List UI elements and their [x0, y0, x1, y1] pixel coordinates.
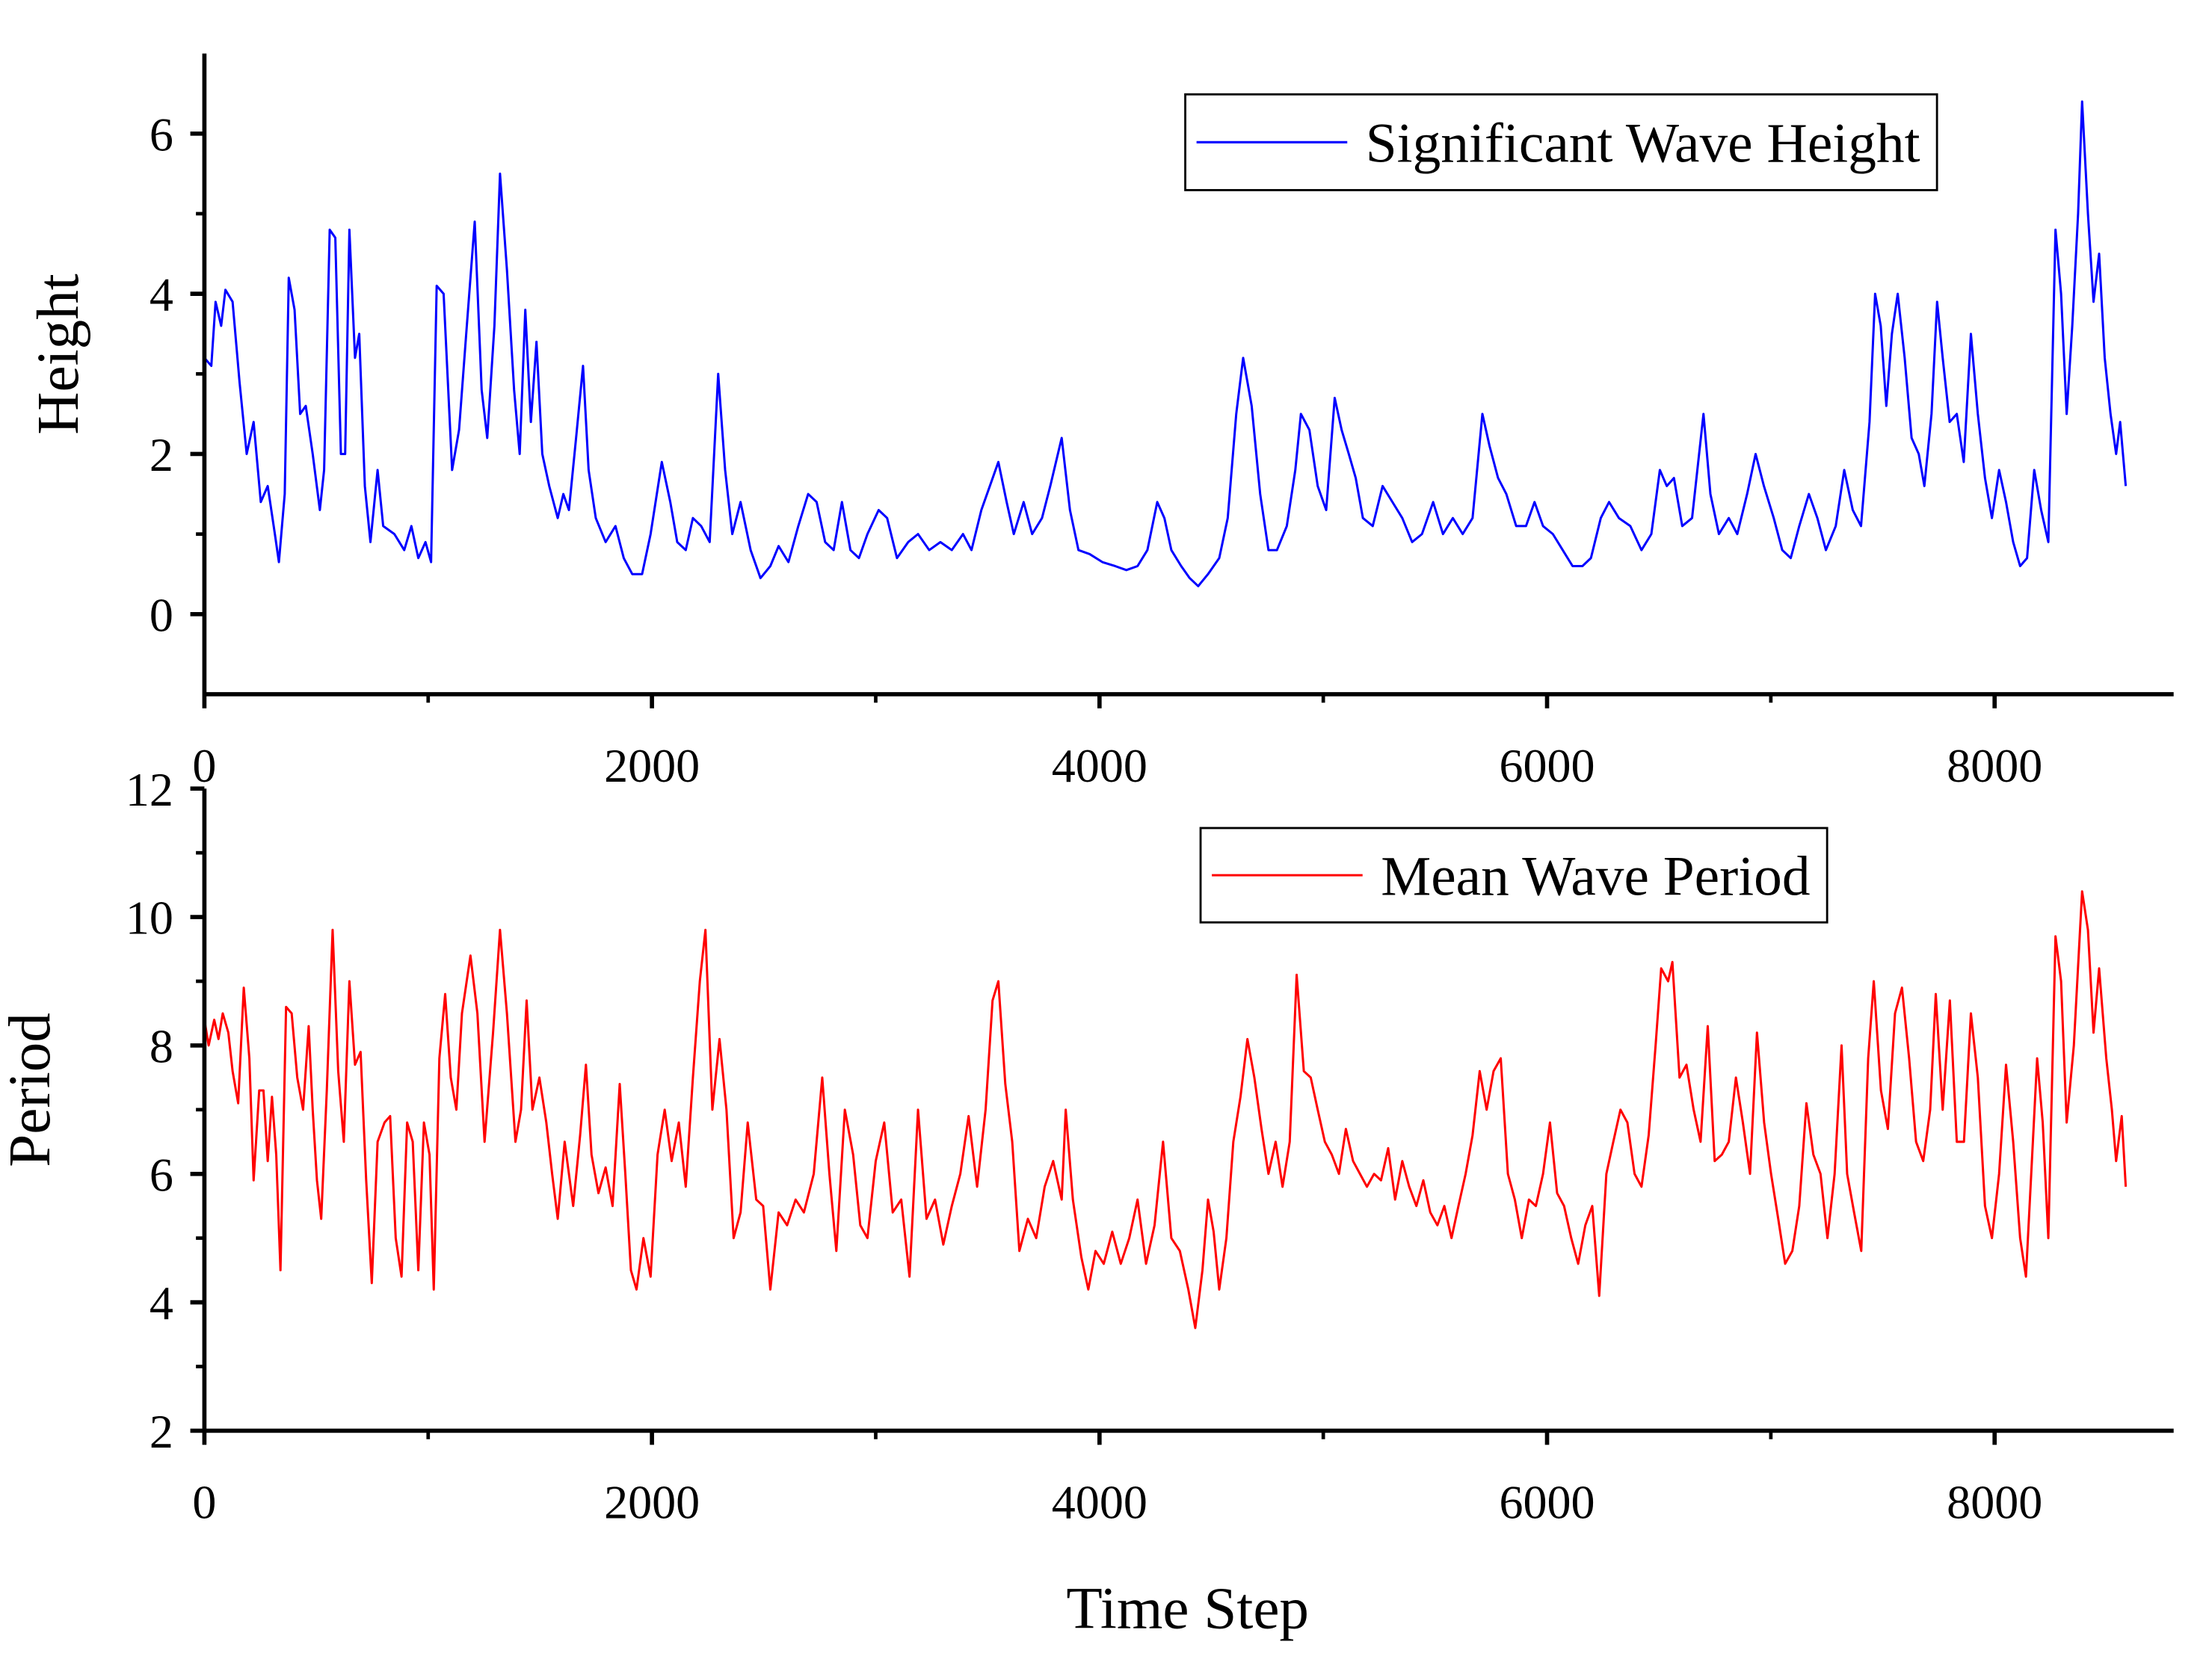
x-tick-label: 8000: [1947, 1475, 2042, 1528]
y-tick-label: 4: [150, 1276, 173, 1330]
x-tick-label: 0: [192, 739, 216, 792]
x-axis-title: Time Step: [1066, 1575, 1309, 1641]
data-line: [203, 100, 2128, 587]
y-tick-label: 12: [126, 763, 173, 816]
legend: Significant Wave Height: [1184, 93, 1938, 191]
y-tick-label: 2: [150, 1405, 173, 1458]
x-tick-label: 2000: [604, 739, 700, 792]
y-tick-label: 6: [150, 108, 173, 161]
x-tick-label: 6000: [1499, 739, 1595, 792]
y-tick-label: 8: [150, 1020, 173, 1073]
y-tick-label: 6: [150, 1148, 173, 1201]
data-line: [203, 890, 2128, 1330]
y-tick-label: 10: [126, 892, 173, 945]
legend: Mean Wave Period: [1199, 827, 1828, 924]
x-tick-label: 4000: [1052, 1475, 1147, 1528]
x-tick-label: 6000: [1499, 1475, 1595, 1528]
y-tick-label: 0: [150, 588, 173, 641]
y-axis-title: Period: [0, 1013, 63, 1167]
y-tick-label: 2: [150, 428, 173, 481]
x-tick-label: 4000: [1052, 739, 1147, 792]
y-tick-label: 4: [150, 268, 173, 321]
x-tick-label: 0: [192, 1475, 216, 1528]
legend-label: Mean Wave Period: [1381, 845, 1810, 907]
y-axis-title: Height: [25, 274, 91, 434]
legend-label: Significant Wave Height: [1366, 113, 1920, 175]
x-tick-label: 2000: [604, 1475, 700, 1528]
x-tick-label: 8000: [1947, 739, 2042, 792]
